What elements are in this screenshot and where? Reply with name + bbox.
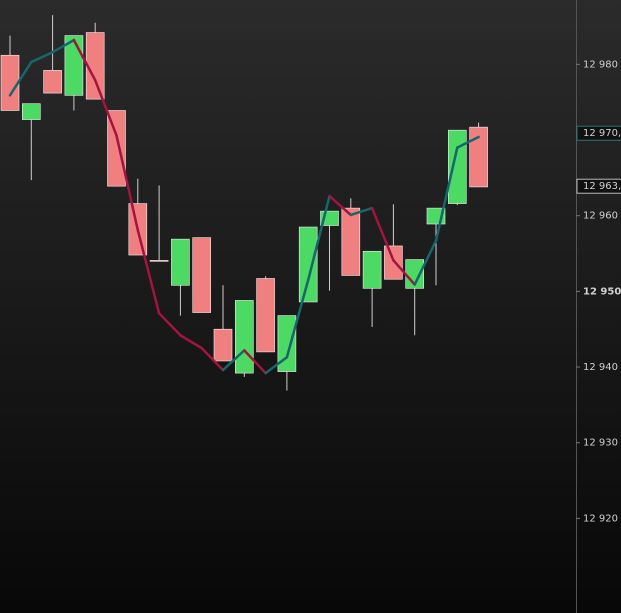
candle-body (298, 226, 318, 303)
candle-body (235, 300, 254, 374)
moving-average-segment (456, 135, 480, 149)
moving-average-segment (306, 194, 331, 282)
moving-average-segment (51, 38, 76, 54)
moving-average-segment (115, 134, 140, 232)
candle-body (362, 250, 382, 289)
moving-average-segment (179, 334, 203, 350)
moving-average-segment (157, 312, 182, 337)
y-tick-label: 12 950 (583, 286, 621, 297)
candle-body (384, 245, 403, 280)
moving-average-segment (136, 228, 161, 315)
candle-body (256, 278, 275, 353)
candle-body (192, 237, 211, 313)
candle-body (341, 207, 361, 276)
price-tag-label: 12 970,9 (583, 128, 621, 139)
candle-body (213, 328, 233, 362)
y-tick-label: 12 930 (583, 438, 618, 449)
price-tag-label: 12 963,9 (583, 181, 621, 192)
candle-body (149, 260, 169, 262)
price-tag-box (576, 125, 621, 141)
y-tick-label: 12 940 (583, 362, 618, 373)
candle-body (277, 315, 297, 372)
candle-body (21, 103, 41, 120)
moving-average-segment (8, 60, 33, 97)
moving-average-segment (200, 346, 225, 372)
candle-body (171, 238, 190, 286)
y-tick-label: 12 920 (583, 513, 618, 524)
moving-average-segment (413, 239, 438, 286)
moving-average-segment (328, 194, 353, 217)
moving-average-segment (285, 278, 310, 359)
candle-body (107, 110, 126, 187)
price-tag-box (576, 178, 621, 194)
moving-average-segment (370, 206, 395, 262)
moving-average-segment (392, 259, 416, 286)
moving-average-segment (30, 50, 54, 64)
moving-average-segment (221, 349, 246, 372)
candle-body (447, 129, 467, 204)
candle-body (469, 126, 488, 188)
candle-body (43, 70, 62, 94)
moving-average-segment (349, 206, 374, 217)
moving-average-segment (434, 146, 459, 242)
y-tick-label: 12 960 (583, 211, 618, 222)
moving-average-segment (93, 78, 118, 137)
moving-average-segment (243, 349, 267, 375)
moving-average-segment (264, 355, 289, 375)
candle-body (0, 54, 20, 111)
y-tick-label: 12 980 (583, 59, 618, 70)
moving-average-segment (72, 38, 97, 82)
